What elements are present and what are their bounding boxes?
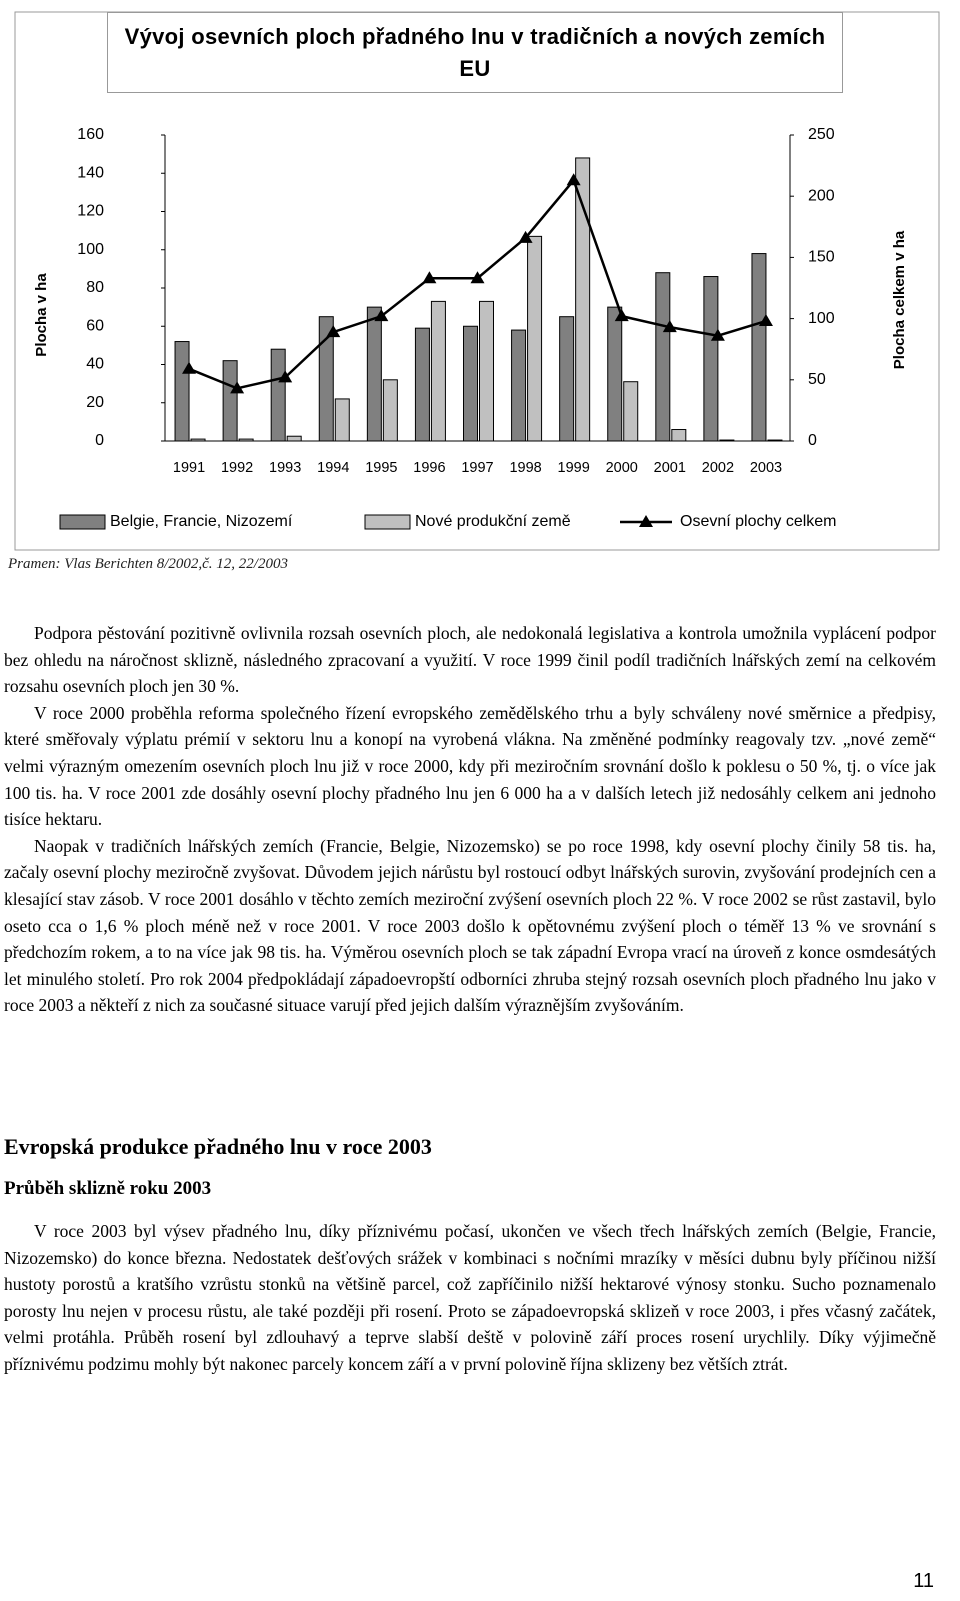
- bar: [527, 235, 543, 442]
- line-marker: [278, 370, 293, 383]
- paragraph: Podpora pěstování pozitivně ovlivnila ro…: [4, 623, 936, 697]
- subheading: Průběh sklizně roku 2003: [4, 1178, 212, 1199]
- bar: [430, 300, 446, 442]
- line-marker: [710, 328, 725, 341]
- x-tick-label: 2002: [702, 460, 734, 476]
- line-marker: [566, 173, 581, 186]
- legend-label: Belgie, Francie, Nizozemí: [110, 513, 293, 530]
- bar: [286, 435, 302, 442]
- line-marker: [758, 314, 773, 327]
- x-tick-label: 1998: [509, 460, 541, 476]
- bar: [703, 276, 719, 442]
- bar: [511, 329, 527, 442]
- source: Pramen: Vlas Berichten 8/2002,č. 12, 22/…: [8, 556, 288, 572]
- x-tick-label: 1996: [413, 460, 445, 476]
- y-tick-label: 160: [77, 126, 104, 143]
- y-tick-label: 0: [95, 432, 104, 449]
- line-marker: [614, 309, 629, 322]
- bar: [671, 429, 687, 442]
- bar: [607, 306, 623, 442]
- line-marker: [518, 230, 533, 243]
- bar: [334, 398, 350, 442]
- line-marker: [230, 381, 245, 394]
- x-tick-label: 1995: [365, 460, 397, 476]
- y2-tick-label: 150: [808, 249, 835, 266]
- y-tick-label: 60: [86, 317, 104, 334]
- y-tick-label: 20: [86, 394, 104, 411]
- y2-tick-label: 100: [808, 310, 835, 327]
- body-text: Podpora pěstování pozitivně ovlivnila ro…: [4, 620, 936, 1019]
- bar: [767, 439, 783, 442]
- y2-tick-label: 0: [808, 432, 817, 449]
- y-tick-label: 100: [77, 241, 104, 258]
- bar: [751, 253, 767, 442]
- paragraph: Naopak v tradičních lnářských zemích (Fr…: [4, 835, 936, 1016]
- bar: [190, 438, 206, 442]
- x-tick-label: 2000: [606, 460, 638, 476]
- x-tick-label: 1991: [173, 460, 205, 476]
- legend-swatch: [639, 515, 653, 527]
- x-tick-label: 2003: [750, 460, 782, 476]
- bar: [238, 438, 254, 442]
- bar: [479, 300, 494, 442]
- bar: [366, 306, 382, 442]
- legend-label: Osevní plochy celkem: [680, 513, 837, 530]
- bar: [222, 360, 238, 442]
- bar: [623, 381, 639, 442]
- chart-title: Vývoj osevních ploch přadného lnu v trad…: [107, 12, 843, 93]
- legend-swatch: [59, 514, 106, 530]
- line-marker: [422, 271, 437, 284]
- line-marker: [182, 361, 197, 374]
- bar: [463, 325, 478, 442]
- bar: [382, 379, 398, 442]
- line-marker: [470, 271, 485, 284]
- line-marker: [662, 320, 677, 333]
- y-tick-label: 120: [77, 203, 104, 220]
- x-tick-label: 1992: [221, 460, 253, 476]
- chart: Plocha v ha Plocha celkem v ha 0 20 40 60 80…: [14, 11, 940, 551]
- line-marker: [326, 325, 341, 338]
- y-tick-label: 40: [86, 356, 104, 373]
- legend-swatch: [364, 514, 411, 530]
- heading: Evropská produkce přadného lnu v roce 20…: [4, 1134, 432, 1159]
- bar: [559, 316, 575, 442]
- y-tick-label: 80: [86, 279, 104, 296]
- y2-tick-label: 200: [808, 187, 835, 204]
- x-tick-label: 1994: [317, 460, 349, 476]
- y2-tick-label: 250: [808, 126, 835, 143]
- x-tick-label: 2001: [654, 460, 686, 476]
- x-tick-label: 1999: [558, 460, 590, 476]
- bar: [719, 439, 735, 442]
- paragraph: V roce 2003 byl výsev přadného lnu, díky…: [4, 1221, 936, 1374]
- bar: [575, 157, 591, 442]
- bar: [318, 316, 334, 442]
- bar: [414, 327, 430, 442]
- body-text: V roce 2003 byl výsev přadného lnu, díky…: [4, 1218, 936, 1378]
- line-marker: [374, 309, 389, 322]
- y2-tick-label: 50: [808, 371, 826, 388]
- legend-label: Nové produkční země: [415, 513, 571, 530]
- x-tick-label: 1997: [461, 460, 493, 476]
- paragraph: V roce 2000 proběhla reforma společného …: [4, 702, 936, 830]
- y-axis-label: Plocha v ha: [33, 273, 50, 357]
- bar: [174, 341, 190, 442]
- y2-axis-label: Plocha celkem v ha: [891, 230, 908, 369]
- y-tick-label: 140: [77, 164, 104, 181]
- page-number: 11: [913, 1570, 934, 1592]
- bar: [270, 348, 286, 442]
- bar: [655, 272, 671, 442]
- x-tick-label: 1993: [269, 460, 301, 476]
